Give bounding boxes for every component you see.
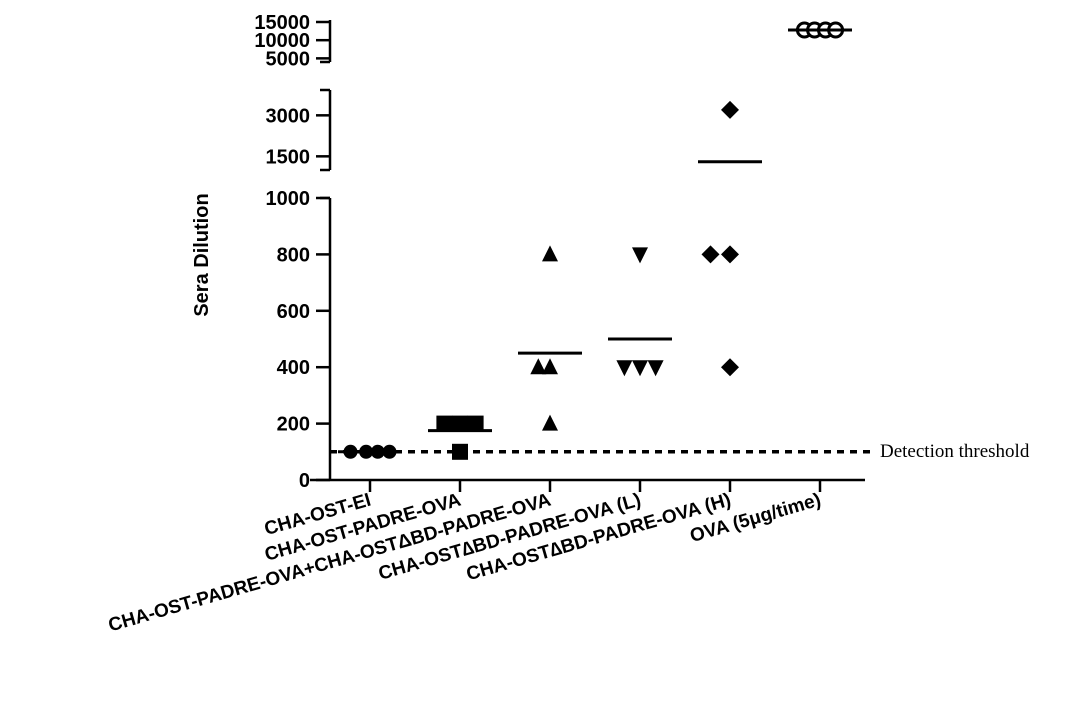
data-point-diamond	[721, 100, 739, 119]
y-tick-label: 3000	[266, 105, 311, 127]
data-point-diamond	[721, 358, 739, 377]
y-tick-label: 200	[277, 414, 310, 436]
y-tick-label: 800	[277, 244, 310, 266]
data-point-triangle-down	[632, 247, 648, 264]
y-tick-label: 5000	[266, 48, 311, 70]
y-axis-label: Sera Dilution	[191, 193, 213, 316]
data-point-diamond	[721, 245, 739, 264]
data-point-triangle-up	[530, 358, 547, 375]
data-point-triangle-down	[632, 360, 648, 377]
data-point-square	[452, 415, 468, 432]
data-point-triangle-up	[542, 358, 558, 375]
y-tick-label: 10000	[254, 30, 310, 52]
data-points	[343, 21, 845, 460]
mean-lines	[338, 28, 852, 454]
data-point-triangle-down	[616, 360, 633, 377]
category-labels: CHA-OST-EICHA-OST-PADRE-OVACHA-OST-PADRE…	[106, 490, 823, 637]
data-point-square	[436, 415, 453, 432]
y-tick-label: 1000	[266, 188, 311, 210]
data-point-triangle-up	[542, 245, 558, 262]
data-point-triangle-down	[647, 360, 664, 377]
detection-threshold-label: Detection threshold	[880, 441, 1030, 462]
y-tick-label: 0	[299, 470, 310, 492]
data-point-triangle-up	[542, 414, 558, 431]
y-tick-label: 1500	[266, 146, 311, 168]
y-tick-label: 400	[277, 357, 310, 379]
y-tick-label: 15000	[254, 12, 310, 34]
data-point-diamond	[701, 245, 720, 264]
y-tick-label: 600	[277, 301, 310, 323]
data-point-square	[452, 443, 468, 460]
data-point-square	[467, 415, 484, 432]
